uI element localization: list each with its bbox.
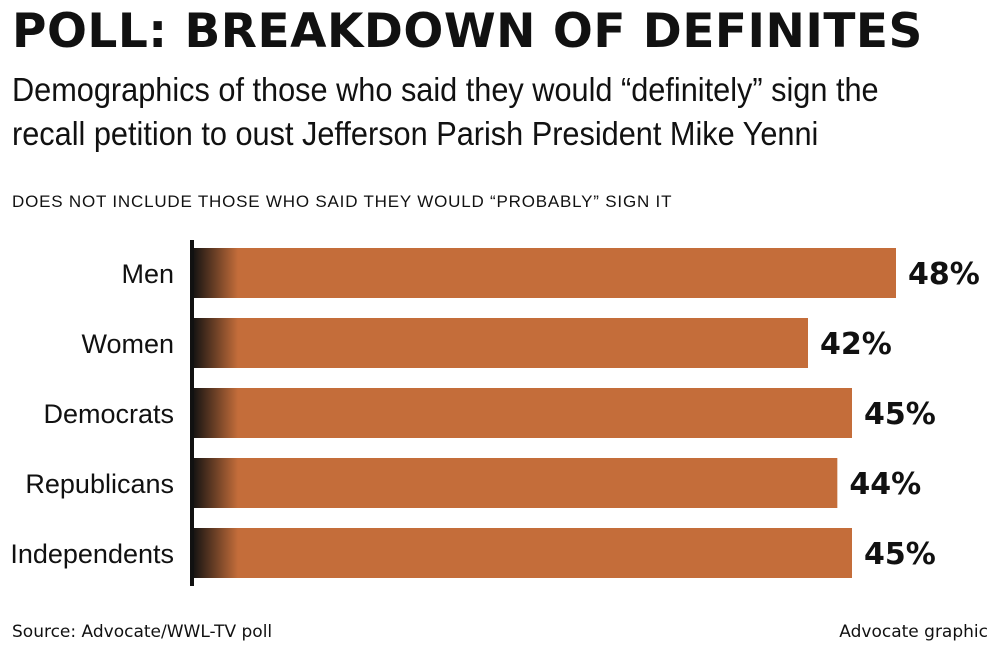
bar-shadow-independents xyxy=(192,528,238,578)
category-label-independents: Independents xyxy=(10,539,174,569)
category-label-women: Women xyxy=(81,329,174,359)
source-note: Source: Advocate/WWL-TV poll xyxy=(12,622,273,642)
graphic-credit: Advocate graphic xyxy=(839,622,988,642)
bar-shadow-republicans xyxy=(192,458,238,508)
value-label-men: 48% xyxy=(908,257,980,292)
chart-title: POLL: BREAKDOWN OF DEFINITES xyxy=(12,4,923,59)
bar-men xyxy=(192,248,896,298)
category-label-democrats: Democrats xyxy=(43,399,174,429)
chart-note: DOES NOT INCLUDE THOSE WHO SAID THEY WOU… xyxy=(12,192,673,211)
bar-shadow-men xyxy=(192,248,238,298)
category-label-republicans: Republicans xyxy=(25,469,174,499)
bar-independents xyxy=(192,528,852,578)
bar-women xyxy=(192,318,808,368)
bar-shadow-democrats xyxy=(192,388,238,438)
value-label-democrats: 45% xyxy=(864,397,936,432)
value-label-women: 42% xyxy=(820,327,892,362)
value-label-independents: 45% xyxy=(864,537,936,572)
category-label-men: Men xyxy=(121,259,174,289)
bars-layer: Men 48% Women 42% Democrats 45% Republicans 44%… xyxy=(10,248,980,578)
value-label-republicans: 44% xyxy=(849,467,921,502)
bar-shadow-women xyxy=(192,318,238,368)
chart-subtitle: Demographics of those who said they woul… xyxy=(12,71,879,152)
bar-chart: Men 48% Women 42% Democrats 45% Republicans 44%… xyxy=(10,240,980,586)
bar-democrats xyxy=(192,388,852,438)
bar-republicans xyxy=(192,458,838,508)
